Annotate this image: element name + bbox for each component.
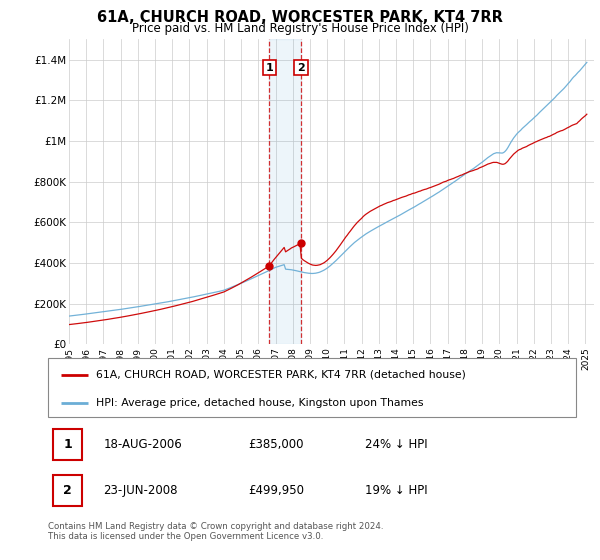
Text: 23-JUN-2008: 23-JUN-2008 — [103, 484, 178, 497]
Text: 2: 2 — [297, 63, 305, 73]
Text: 24% ↓ HPI: 24% ↓ HPI — [365, 438, 427, 451]
Text: 61A, CHURCH ROAD, WORCESTER PARK, KT4 7RR (detached house): 61A, CHURCH ROAD, WORCESTER PARK, KT4 7R… — [95, 370, 466, 380]
Text: £385,000: £385,000 — [248, 438, 304, 451]
Text: HPI: Average price, detached house, Kingston upon Thames: HPI: Average price, detached house, King… — [95, 398, 423, 408]
Text: £499,950: £499,950 — [248, 484, 305, 497]
Text: Price paid vs. HM Land Registry's House Price Index (HPI): Price paid vs. HM Land Registry's House … — [131, 22, 469, 35]
Text: 2: 2 — [64, 484, 72, 497]
Text: 1: 1 — [64, 438, 72, 451]
Bar — [269, 39, 301, 344]
Text: 1: 1 — [265, 63, 273, 73]
Text: 18-AUG-2006: 18-AUG-2006 — [103, 438, 182, 451]
Text: 19% ↓ HPI: 19% ↓ HPI — [365, 484, 427, 497]
FancyBboxPatch shape — [53, 429, 82, 460]
Text: Contains HM Land Registry data © Crown copyright and database right 2024.
This d: Contains HM Land Registry data © Crown c… — [48, 522, 383, 542]
Text: 61A, CHURCH ROAD, WORCESTER PARK, KT4 7RR: 61A, CHURCH ROAD, WORCESTER PARK, KT4 7R… — [97, 10, 503, 25]
FancyBboxPatch shape — [53, 475, 82, 506]
